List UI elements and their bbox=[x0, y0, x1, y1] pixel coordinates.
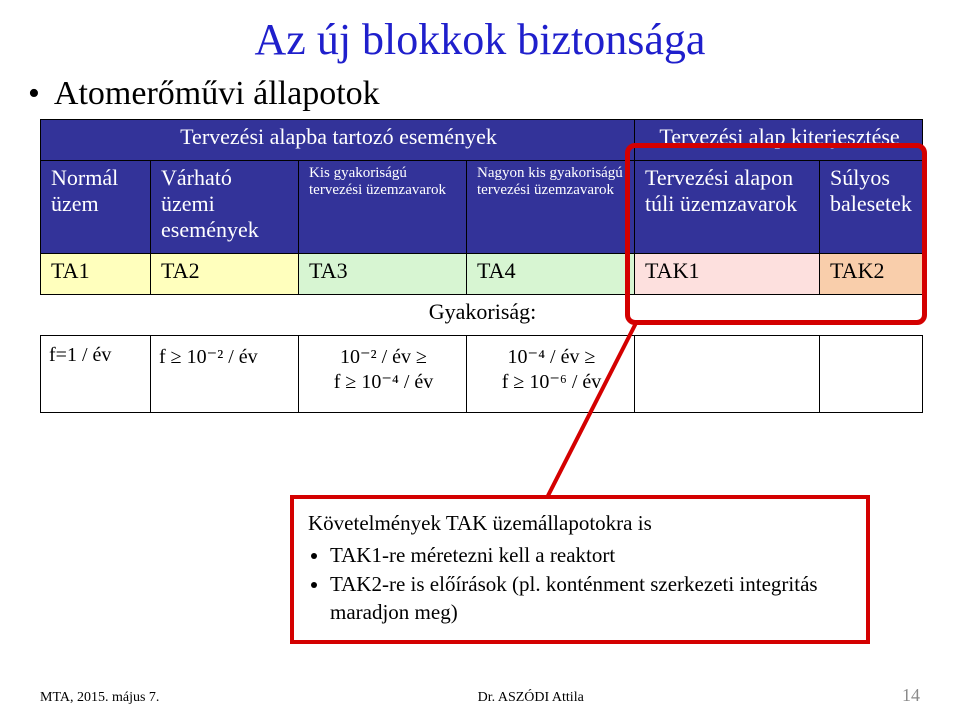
freq-c1: f=1 / év bbox=[41, 336, 151, 413]
heading-row: Tervezési alapba tartozó események Terve… bbox=[41, 120, 923, 161]
bullet-icon: • bbox=[28, 77, 40, 111]
footer-center: Dr. ASZÓDI Attila bbox=[478, 690, 584, 706]
freq-label-row: Gyakoriság: bbox=[41, 295, 923, 336]
cell-c4: Nagyon kis gyakoriságú tervezési üzemzav… bbox=[467, 161, 635, 254]
cell-c6: Súlyos balesetek bbox=[820, 161, 923, 254]
frequency-label: Gyakoriság: bbox=[41, 295, 923, 336]
frequency-row: f=1 / év f ≥ 10⁻² / év 10⁻² / év ≥ f ≥ 1… bbox=[41, 336, 923, 413]
code-t2: TA2 bbox=[151, 254, 299, 295]
desc-row: Normál üzem Várható üzemi események Kis … bbox=[41, 161, 923, 254]
freq-c5 bbox=[635, 336, 820, 413]
subtitle-text: Atomerőművi állapotok bbox=[54, 75, 380, 113]
heading-left: Tervezési alapba tartozó események bbox=[41, 120, 635, 161]
code-row: TA1 TA2 TA3 TA4 TAK1 TAK2 bbox=[41, 254, 923, 295]
freq-c4-top: 10⁻⁴ / év ≥ bbox=[508, 346, 596, 368]
heading-right: Tervezési alap kiterjesztése bbox=[635, 120, 923, 161]
freq-c3-bot: f ≥ 10⁻⁴ / év bbox=[334, 371, 434, 393]
footer-left: MTA, 2015. május 7. bbox=[40, 690, 159, 706]
callout-heading: Követelmények TAK üzemállapotokra is bbox=[308, 509, 852, 537]
main-table: Tervezési alapba tartozó események Terve… bbox=[40, 119, 923, 335]
freq-c6 bbox=[820, 336, 923, 413]
cell-c2: Várható üzemi események bbox=[151, 161, 299, 254]
freq-c3-top: 10⁻² / év ≥ bbox=[340, 346, 427, 368]
freq-c2-text: f ≥ 10⁻² / év bbox=[159, 346, 258, 368]
code-t6: TAK2 bbox=[820, 254, 923, 295]
code-t1: TA1 bbox=[41, 254, 151, 295]
page-number: 14 bbox=[902, 685, 920, 706]
cell-c3: Kis gyakoriságú tervezési üzemzavarok bbox=[299, 161, 467, 254]
subtitle-row: • Atomerőművi állapotok bbox=[28, 75, 920, 113]
footer: MTA, 2015. május 7. Dr. ASZÓDI Attila 14 bbox=[40, 685, 920, 706]
cell-c1: Normál üzem bbox=[41, 161, 151, 254]
code-t5: TAK1 bbox=[635, 254, 820, 295]
cell-c5: Tervezési alapon túli üzemzavarok bbox=[635, 161, 820, 254]
freq-c2: f ≥ 10⁻² / év bbox=[151, 336, 299, 413]
frequency-table: f=1 / év f ≥ 10⁻² / év 10⁻² / év ≥ f ≥ 1… bbox=[40, 335, 923, 413]
callout-item-1: TAK1-re méretezni kell a reaktort bbox=[330, 541, 852, 569]
freq-c1-text: f=1 / év bbox=[49, 344, 111, 366]
freq-c3: 10⁻² / év ≥ f ≥ 10⁻⁴ / év bbox=[299, 336, 467, 413]
callout-list: TAK1-re méretezni kell a reaktort TAK2-r… bbox=[308, 541, 852, 626]
code-t3: TA3 bbox=[299, 254, 467, 295]
callout-box: Követelmények TAK üzemállapotokra is TAK… bbox=[290, 495, 870, 644]
callout-item-2: TAK2-re is előírások (pl. konténment sze… bbox=[330, 570, 852, 627]
code-t4: TA4 bbox=[467, 254, 635, 295]
slide: Az új blokkok biztonsága • Atomerőművi á… bbox=[0, 0, 960, 720]
freq-c4: 10⁻⁴ / év ≥ f ≥ 10⁻⁶ / év bbox=[467, 336, 635, 413]
freq-c4-bot: f ≥ 10⁻⁶ / év bbox=[502, 371, 602, 393]
slide-title: Az új blokkok biztonsága bbox=[40, 14, 920, 65]
